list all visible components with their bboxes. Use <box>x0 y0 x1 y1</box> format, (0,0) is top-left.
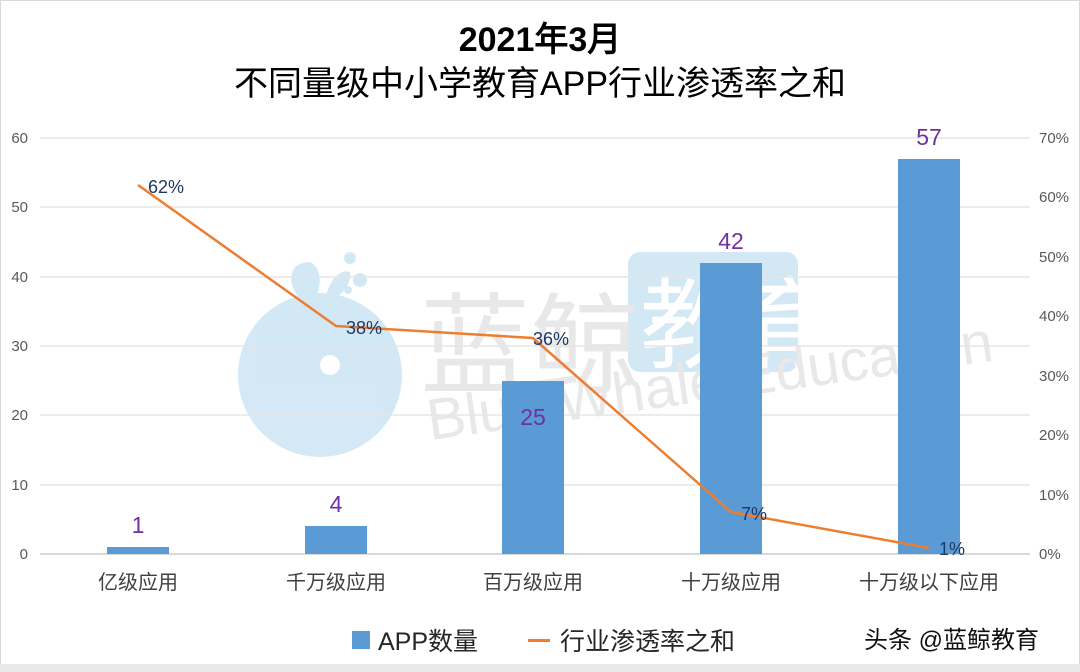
line-labels: 62% 38% 36% 7% 1% <box>148 177 965 559</box>
chart-legend: APP数量 行业渗透率之和 <box>352 622 785 658</box>
y-left-tick: 10 <box>11 477 28 494</box>
legend-item-penetration[interactable]: 行业渗透率之和 <box>528 622 735 658</box>
x-tick: 百万级应用 <box>483 571 583 594</box>
chart-title-line1: 2021年3月 <box>458 21 622 59</box>
line-label: 38% <box>346 318 382 338</box>
bar-label: 4 <box>330 491 343 517</box>
watermark: 蓝鲸 教育 Blue Whale Education <box>238 252 997 457</box>
line-label: 62% <box>148 177 184 197</box>
bar-label: 42 <box>718 228 744 254</box>
line-swatch-icon <box>528 638 551 642</box>
x-tick: 十万级应用 <box>681 571 781 594</box>
x-axis: 亿级应用 千万级应用 百万级应用 十万级应用 十万级以下应用 <box>98 571 999 594</box>
bar-2[interactable] <box>305 526 367 554</box>
x-tick: 十万级以下应用 <box>859 571 999 594</box>
line-label: 7% <box>741 504 767 524</box>
y-right-tick: 30% <box>1039 368 1069 385</box>
whale-logo-icon <box>238 252 402 457</box>
x-tick: 亿级应用 <box>98 571 178 594</box>
y-left-tick: 0 <box>20 546 28 563</box>
line-series-penetration[interactable] <box>137 183 930 550</box>
bar-swatch-icon <box>352 631 370 649</box>
y-left-tick: 50 <box>11 199 28 216</box>
y-right-tick: 10% <box>1039 487 1069 504</box>
bar-label: 57 <box>916 124 942 150</box>
y-right-tick: 0% <box>1039 546 1061 563</box>
line-label: 36% <box>533 329 569 349</box>
source-credit: 头条 @蓝鲸教育 <box>864 627 1040 654</box>
bar-4[interactable] <box>700 263 762 554</box>
x-tick: 千万级应用 <box>286 571 386 594</box>
y-axis-right: 70% 60% 50% 40% 30% 20% 10% 0% <box>1039 130 1069 563</box>
bar-series <box>107 159 960 554</box>
legend-item-app-count[interactable]: APP数量 <box>352 622 478 658</box>
y-right-tick: 20% <box>1039 427 1069 444</box>
y-right-tick: 70% <box>1039 130 1069 147</box>
y-right-tick: 60% <box>1039 189 1069 206</box>
y-right-tick: 40% <box>1039 308 1069 325</box>
line-label: 1% <box>939 539 965 559</box>
bar-label: 1 <box>132 512 145 538</box>
y-left-tick: 30 <box>11 338 28 355</box>
legend-label: APP数量 <box>378 628 479 656</box>
bar-label: 25 <box>520 404 546 430</box>
legend-label: 行业渗透率之和 <box>560 628 736 656</box>
bar-labels: 1 4 25 42 57 <box>132 124 942 538</box>
y-left-tick: 40 <box>11 269 28 286</box>
chart-title-line2: 不同量级中小学教育APP行业渗透率之和 <box>233 65 847 103</box>
y-left-tick: 20 <box>11 407 28 424</box>
bar-1[interactable] <box>107 547 169 554</box>
bar-3[interactable] <box>502 381 564 554</box>
y-right-tick: 50% <box>1039 249 1069 266</box>
bar-5[interactable] <box>898 159 960 554</box>
y-axis-left: 60 50 40 30 20 10 0 <box>11 130 28 563</box>
bottom-bar <box>0 664 1080 672</box>
y-left-tick: 60 <box>11 130 28 147</box>
